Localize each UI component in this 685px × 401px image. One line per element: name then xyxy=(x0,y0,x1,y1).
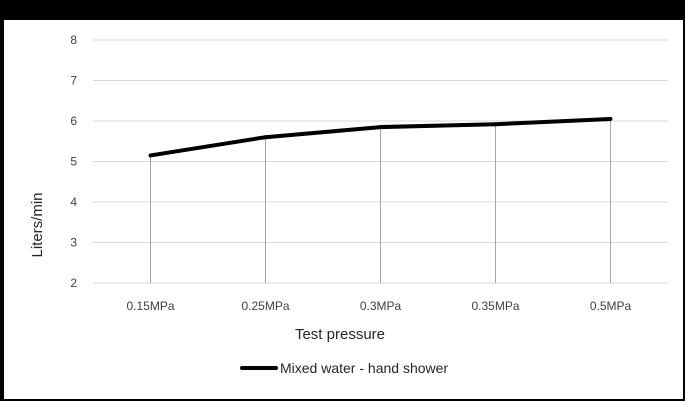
chart-panel: 2 3 4 5 6 7 8 0.15MPa 0.25MPa 0.3MPa 0.35MPa 0.5MP… xyxy=(4,20,683,399)
series-line-segment xyxy=(493,116,613,127)
y-tick-label: 4 xyxy=(70,195,77,209)
x-tick-label: 0.15MPa xyxy=(126,299,174,313)
line-chart: 2 3 4 5 6 7 8 0.15MPa 0.25MPa 0.3MPa 0.35MPa 0.5MP… xyxy=(29,33,668,376)
legend: Mixed water - hand shower xyxy=(240,360,448,376)
x-axis-title: Test pressure xyxy=(295,326,385,343)
y-tick-label: 2 xyxy=(70,276,77,290)
data-point xyxy=(494,122,497,126)
data-point xyxy=(149,153,152,157)
x-tick-label: 0.5MPa xyxy=(590,299,632,313)
y-tick-label: 8 xyxy=(70,33,77,47)
x-tick-label: 0.35MPa xyxy=(471,299,519,313)
y-axis-ticks: 2 3 4 5 6 7 8 xyxy=(70,33,77,290)
drop-lines xyxy=(150,118,611,283)
data-point xyxy=(609,117,612,121)
x-tick-label: 0.25MPa xyxy=(241,299,289,313)
y-tick-label: 6 xyxy=(70,114,77,128)
legend-label: Mixed water - hand shower xyxy=(280,360,448,376)
x-axis-ticks: 0.15MPa 0.25MPa 0.3MPa 0.35MPa 0.5MPa xyxy=(126,299,631,313)
series-line-segment xyxy=(263,125,383,140)
x-tick-label: 0.3MPa xyxy=(360,299,402,313)
y-tick-label: 5 xyxy=(70,155,77,169)
series-lines xyxy=(148,116,613,158)
series-line-segment xyxy=(378,122,498,130)
y-tick-label: 7 xyxy=(70,74,77,88)
y-tick-label: 3 xyxy=(70,236,77,250)
y-axis-title: Liters/min xyxy=(29,192,46,257)
series-line-segment xyxy=(148,135,268,158)
data-point xyxy=(264,135,267,139)
data-point xyxy=(379,125,382,129)
